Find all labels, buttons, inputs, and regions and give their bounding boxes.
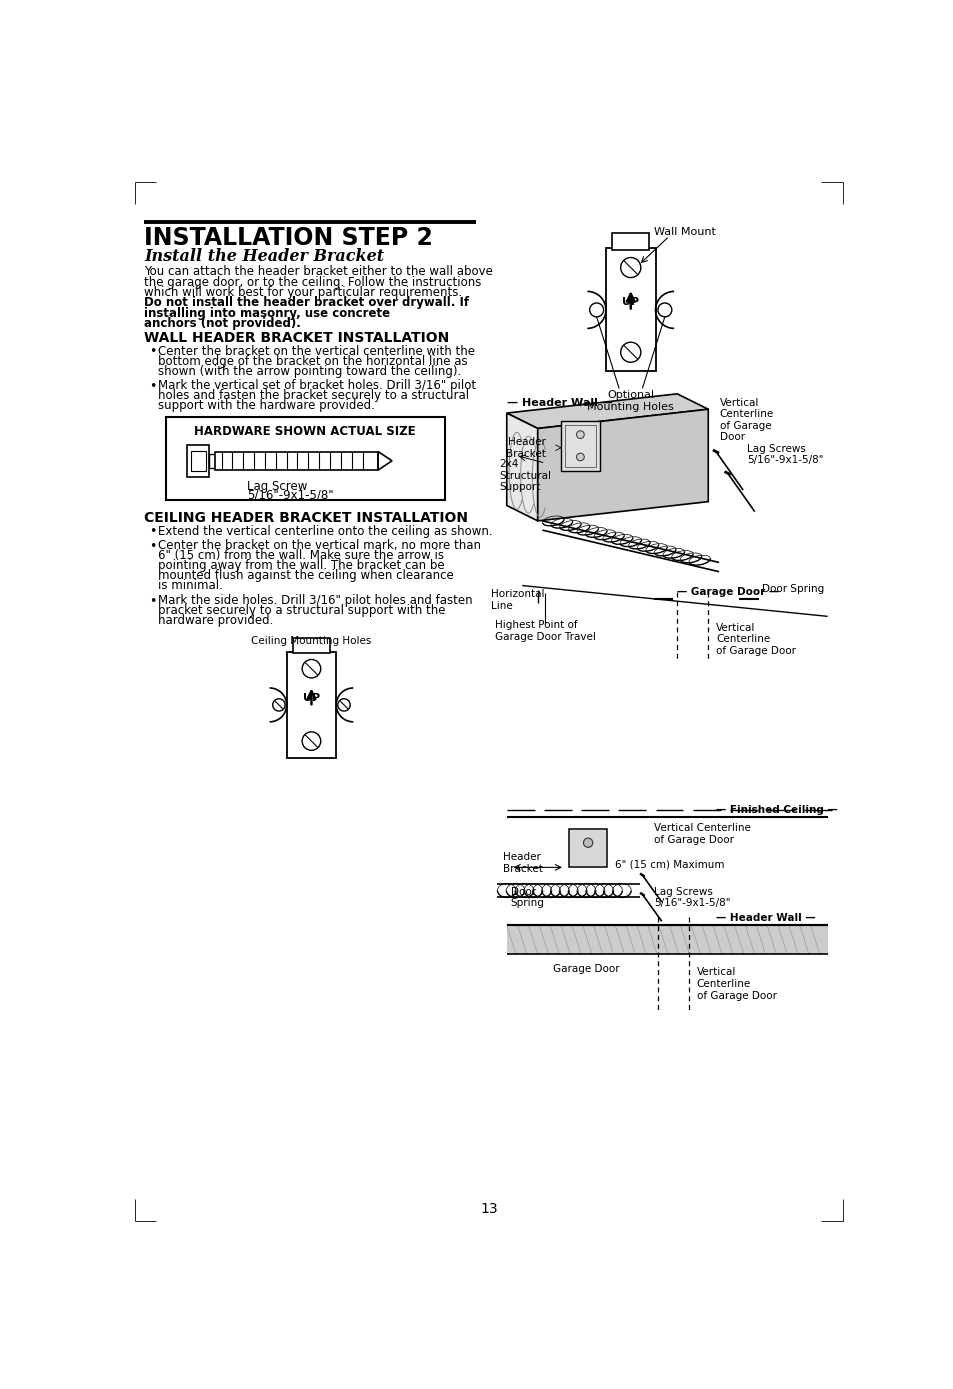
Text: Garage Door: Garage Door [553, 964, 619, 974]
Text: Vertical Centerline
of Garage Door: Vertical Centerline of Garage Door [654, 824, 750, 845]
Text: Door Spring: Door Spring [761, 583, 824, 594]
Text: shown (with the arrow pointing toward the ceiling).: shown (with the arrow pointing toward th… [158, 364, 460, 378]
Text: the garage door, or to the ceiling. Follow the instructions: the garage door, or to the ceiling. Foll… [144, 275, 481, 289]
Text: Lag Screws
5/16"-9x1-5/8": Lag Screws 5/16"-9x1-5/8" [654, 886, 730, 908]
Text: 6" (15 cm) from the wall. Make sure the arrow is: 6" (15 cm) from the wall. Make sure the … [158, 550, 443, 563]
Text: which will work best for your particular requirements.: which will work best for your particular… [144, 286, 461, 299]
Text: — Finished Ceiling —: — Finished Ceiling — [716, 806, 837, 815]
Text: Extend the vertical centerline onto the ceiling as shown.: Extend the vertical centerline onto the … [158, 525, 492, 538]
Text: HARDWARE SHOWN ACTUAL SIZE: HARDWARE SHOWN ACTUAL SIZE [194, 425, 416, 438]
Bar [612, 233, 649, 250]
Text: Mark the vertical set of bracket holes. Drill 3/16" pilot: Mark the vertical set of bracket holes. … [158, 379, 476, 392]
Bar [293, 638, 330, 653]
Bar [209, 454, 215, 468]
Text: •: • [149, 381, 156, 393]
Text: mounted flush against the ceiling when clearance: mounted flush against the ceiling when c… [158, 569, 454, 582]
Bar [560, 421, 599, 471]
Bar [187, 444, 209, 476]
Circle shape [273, 699, 285, 711]
Text: Vertical
Centerline
of Garage Door: Vertical Centerline of Garage Door [716, 622, 795, 656]
Text: Highest Point of
Garage Door Travel: Highest Point of Garage Door Travel [495, 621, 596, 642]
Text: CEILING HEADER BRACKET INSTALLATION: CEILING HEADER BRACKET INSTALLATION [144, 511, 468, 525]
Circle shape [302, 732, 320, 750]
Text: Door
Spring: Door Spring [510, 886, 544, 908]
Bar [564, 425, 596, 467]
Text: — Header Wall —: — Header Wall — [716, 913, 815, 922]
Text: — Header Wall —: — Header Wall — [506, 397, 612, 408]
Text: •: • [149, 346, 156, 358]
Text: holes and fasten the bracket securely to a structural: holes and fasten the bracket securely to… [158, 389, 469, 403]
Text: Optional
Mounting Holes: Optional Mounting Holes [587, 390, 674, 411]
Text: support with the hardware provided.: support with the hardware provided. [158, 399, 375, 413]
Text: Mark the side holes. Drill 3/16" pilot holes and fasten: Mark the side holes. Drill 3/16" pilot h… [158, 594, 472, 607]
Text: Header
Bracket: Header Bracket [502, 851, 542, 874]
Bar [191, 451, 206, 471]
Text: Vertical
Centerline
of Garage
Door: Vertical Centerline of Garage Door [720, 397, 773, 443]
Polygon shape [506, 413, 537, 521]
Polygon shape [506, 394, 707, 428]
Text: bottom edge of the bracket on the horizontal line as: bottom edge of the bracket on the horizo… [158, 354, 467, 368]
Text: Vertical
Centerline
of Garage Door: Vertical Centerline of Garage Door [696, 968, 776, 1000]
Text: pointing away from the wall. The bracket can be: pointing away from the wall. The bracket… [158, 560, 444, 572]
Circle shape [620, 257, 640, 278]
Text: Lag Screws
5/16"-9x1-5/8": Lag Screws 5/16"-9x1-5/8" [746, 444, 822, 465]
Text: •: • [149, 594, 156, 608]
Polygon shape [377, 451, 392, 469]
Text: WALL HEADER BRACKET INSTALLATION: WALL HEADER BRACKET INSTALLATION [144, 331, 449, 344]
Text: Lag Screw: Lag Screw [247, 481, 307, 493]
Text: You can attach the header bracket either to the wall above: You can attach the header bracket either… [144, 265, 493, 278]
Text: 6" (15 cm) Maximum: 6" (15 cm) Maximum [615, 860, 724, 870]
Circle shape [576, 431, 583, 439]
Bar [568, 829, 607, 867]
Text: Header
Bracket: Header Bracket [505, 438, 545, 458]
Bar [215, 451, 377, 469]
Text: bracket securely to a structural support with the: bracket securely to a structural support… [158, 604, 445, 617]
Bar [506, 925, 827, 954]
Text: Do not install the header bracket over drywall. If: Do not install the header bracket over d… [144, 296, 469, 310]
Circle shape [583, 838, 592, 847]
Text: 5/16"-9x1-5/8": 5/16"-9x1-5/8" [247, 489, 334, 501]
Bar [166, 417, 444, 500]
Text: Center the bracket on the vertical mark, no more than: Center the bracket on the vertical mark,… [158, 539, 480, 553]
Circle shape [576, 453, 583, 461]
Text: 13: 13 [479, 1201, 497, 1215]
Circle shape [589, 303, 603, 317]
Text: Horizontal
Line: Horizontal Line [491, 589, 544, 611]
Text: •: • [149, 540, 156, 553]
Bar [286, 651, 335, 758]
Text: is minimal.: is minimal. [158, 579, 223, 592]
Text: hardware provided.: hardware provided. [158, 614, 274, 626]
Text: Install the Header Bracket: Install the Header Bracket [144, 249, 384, 265]
Bar [605, 249, 655, 371]
Circle shape [620, 342, 640, 363]
Polygon shape [537, 410, 707, 521]
Text: Ceiling Mounting Holes: Ceiling Mounting Holes [251, 636, 372, 646]
Text: Center the bracket on the vertical centerline with the: Center the bracket on the vertical cente… [158, 344, 475, 357]
Circle shape [302, 660, 320, 678]
Text: installing into masonry, use concrete: installing into masonry, use concrete [144, 307, 390, 319]
Text: Wall Mount: Wall Mount [654, 226, 715, 236]
Text: UP: UP [302, 693, 319, 703]
Text: INSTALLATION STEP 2: INSTALLATION STEP 2 [144, 226, 433, 250]
Text: anchors (not provided).: anchors (not provided). [144, 317, 300, 331]
Text: — Garage Door —: — Garage Door — [677, 588, 779, 597]
Circle shape [658, 303, 671, 317]
Circle shape [337, 699, 350, 711]
Text: UP: UP [621, 297, 639, 307]
Text: 2x4
Structural
Support: 2x4 Structural Support [498, 460, 551, 493]
Text: •: • [149, 525, 156, 539]
